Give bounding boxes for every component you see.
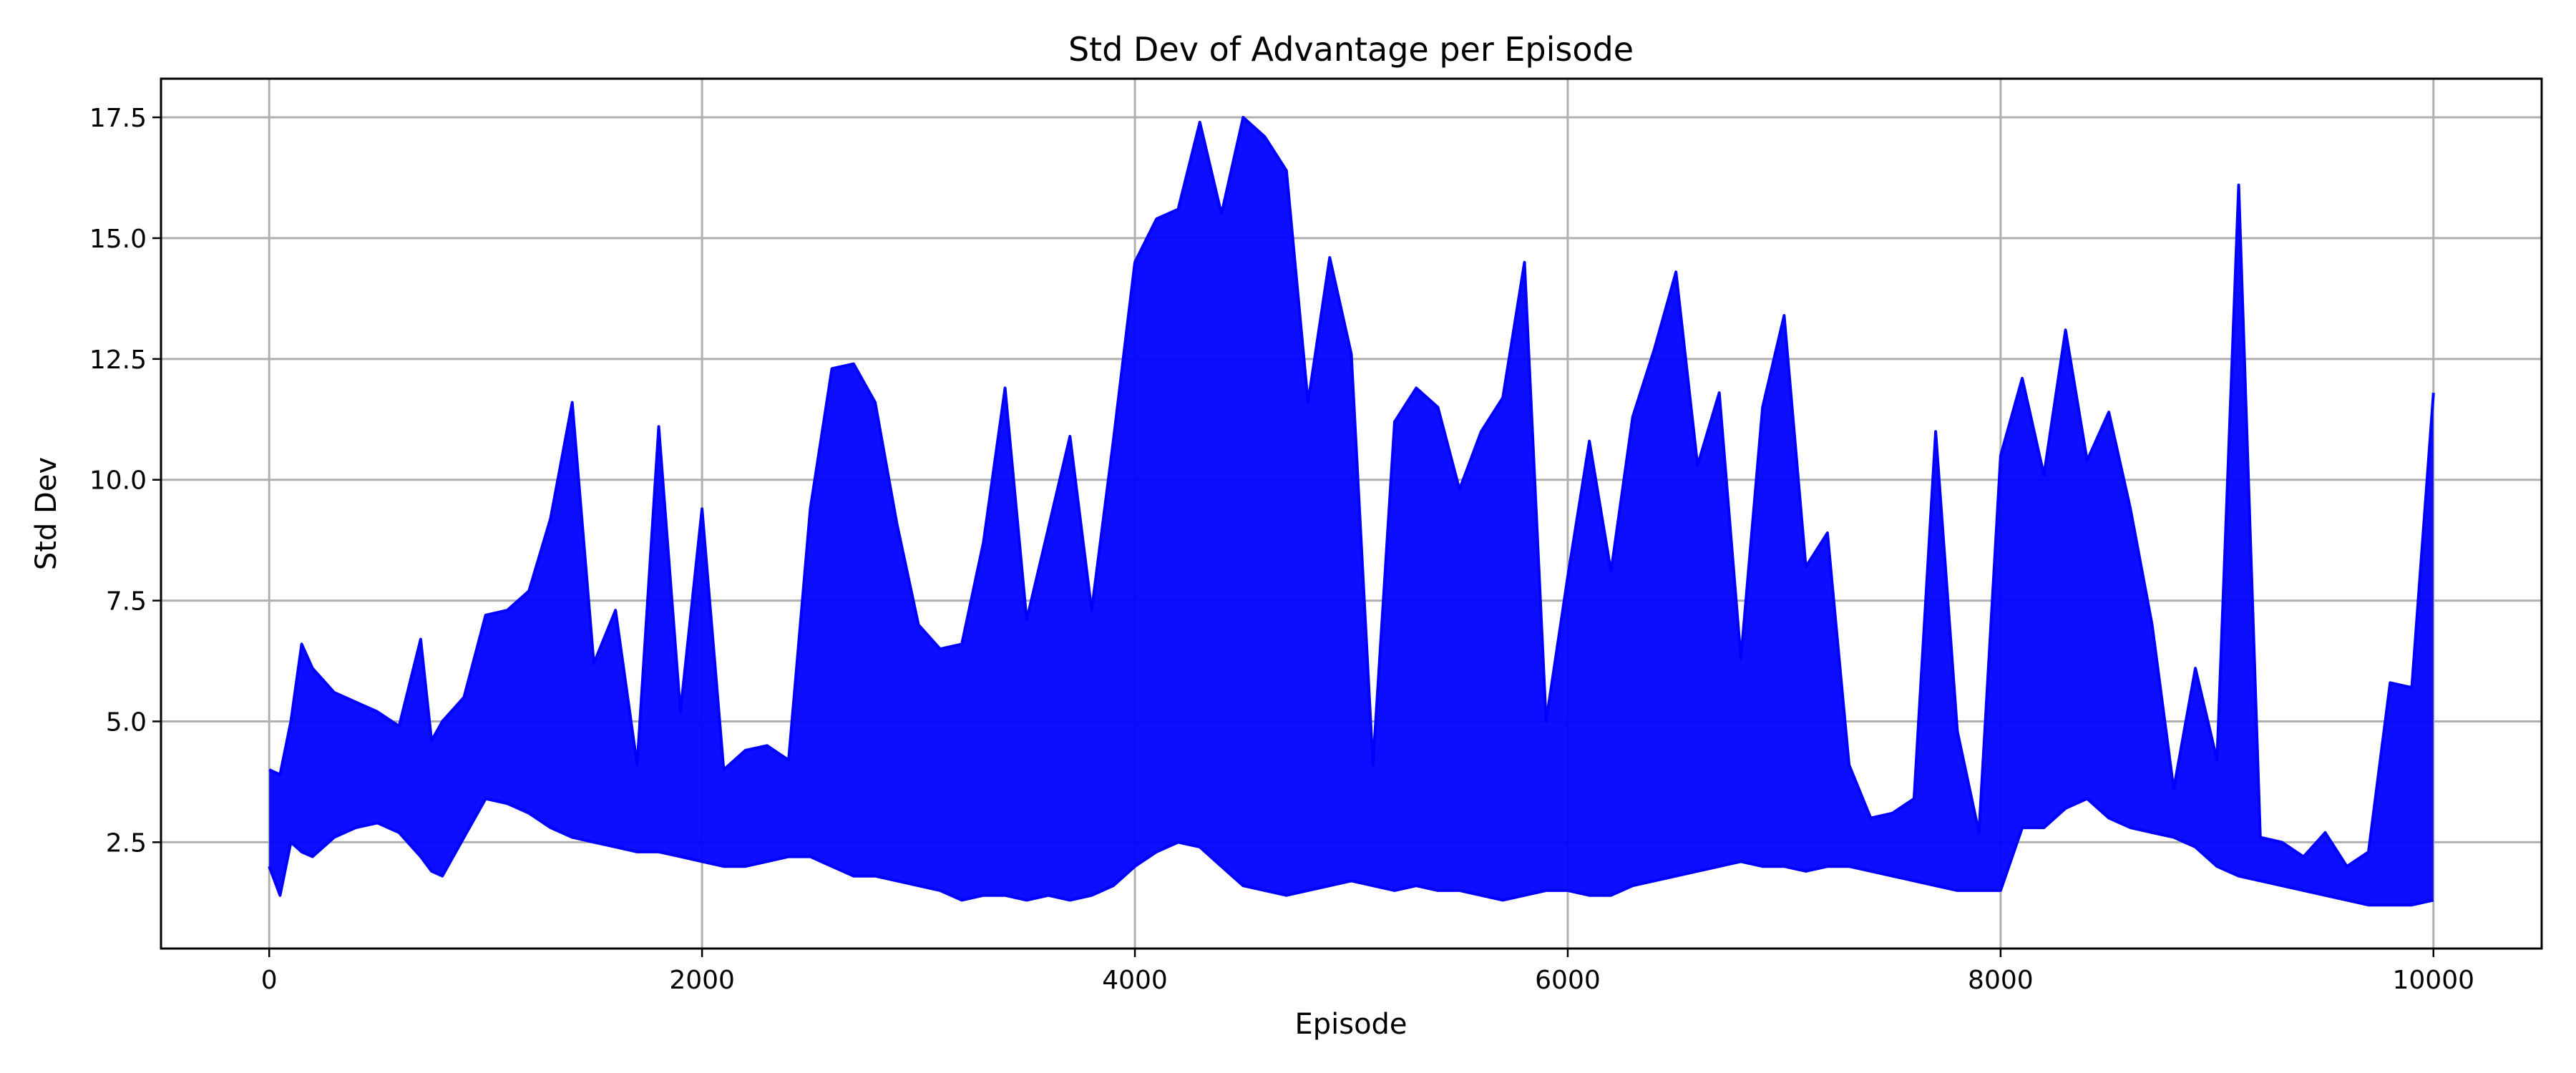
series-line-high — [268, 116, 2435, 868]
x-tick-label: 0 — [261, 966, 278, 995]
y-tick-label: 12.5 — [89, 346, 147, 375]
x-tick-label: 10000 — [2393, 966, 2475, 995]
x-tick-label: 8000 — [1968, 966, 2034, 995]
plot-frame — [160, 77, 2543, 950]
series-line-low — [268, 797, 2434, 907]
x-axis-label: Episode — [1294, 1008, 1407, 1041]
chart-title: Std Dev of Advantage per Episode — [1068, 30, 1634, 69]
y-tick-label: 15.0 — [89, 225, 147, 254]
x-tick-label: 4000 — [1102, 966, 1168, 995]
x-axis: 0 2000 4000 6000 8000 10000 — [261, 949, 2474, 995]
y-axis: 2.5 5.0 7.5 10.0 12.5 15.0 17.5 — [89, 104, 161, 858]
series-band — [269, 117, 2434, 906]
x-tick-label: 6000 — [1535, 966, 1601, 995]
y-tick-label: 5.0 — [106, 707, 147, 737]
x-tick-label: 2000 — [669, 966, 735, 995]
y-tick-label: 10.0 — [89, 466, 147, 496]
y-tick-label: 17.5 — [89, 104, 147, 133]
y-tick-label: 7.5 — [106, 587, 147, 617]
y-tick-label: 2.5 — [106, 828, 147, 858]
series-layer — [268, 116, 2435, 907]
y-axis-label: Std Dev — [30, 457, 63, 570]
